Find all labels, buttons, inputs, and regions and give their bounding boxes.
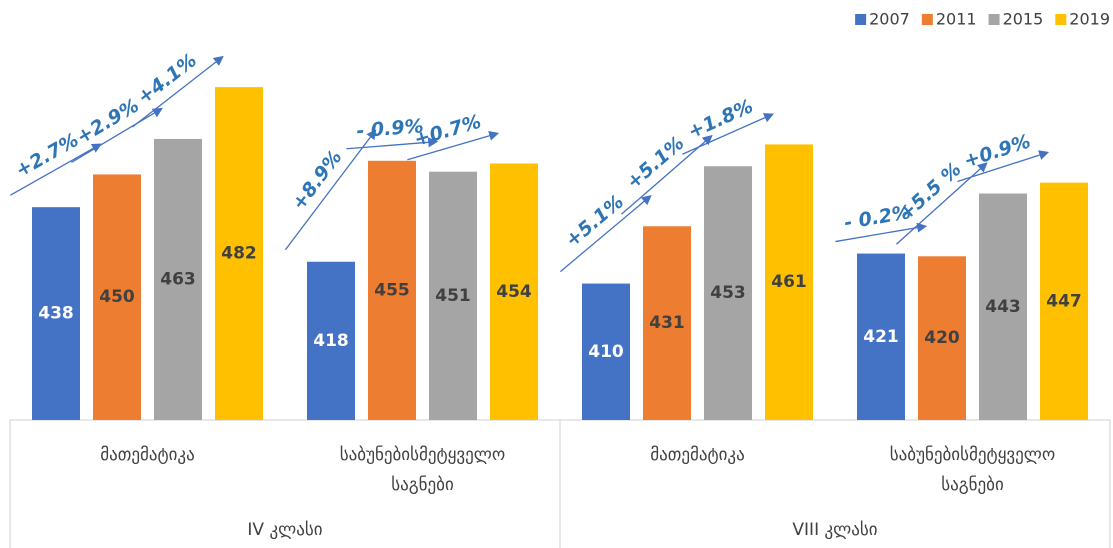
legend-swatch — [921, 14, 933, 25]
group-label: IV კლასი — [247, 520, 322, 540]
change-label: +0.9% — [961, 130, 1033, 172]
value-label: 410 — [588, 342, 624, 362]
bar — [368, 160, 416, 421]
value-label: 453 — [710, 283, 746, 303]
legend-swatch — [988, 14, 1000, 25]
change-label: +1.8% — [685, 95, 757, 143]
change-arrow — [407, 130, 500, 161]
x-tick-label: მათემატიკა — [100, 445, 195, 465]
change-arrow — [957, 150, 1050, 183]
bar — [490, 163, 538, 420]
change-arrow — [559, 194, 652, 273]
bar — [857, 253, 905, 420]
bar — [918, 256, 966, 420]
value-label: 451 — [435, 286, 471, 306]
value-label: 438 — [38, 304, 74, 324]
group-label: VIII კლასი — [792, 520, 877, 540]
bar — [704, 166, 752, 420]
bar — [765, 144, 813, 420]
bar — [582, 283, 630, 420]
value-label: 463 — [160, 269, 196, 289]
value-label: 418 — [313, 331, 349, 351]
legend-label: 2015 — [1003, 10, 1044, 29]
value-label: 455 — [374, 280, 410, 300]
bar — [307, 261, 355, 420]
value-label: 443 — [985, 297, 1021, 317]
bar — [429, 171, 477, 420]
value-label: 450 — [99, 287, 135, 307]
value-label: 482 — [221, 244, 257, 264]
bar — [32, 207, 80, 420]
x-tick-label: მათემატიკა — [650, 445, 745, 465]
bar — [154, 138, 202, 420]
value-label: 454 — [496, 282, 532, 302]
change-arrow — [346, 137, 439, 150]
bar — [215, 87, 263, 420]
legend-label: 2007 — [869, 10, 910, 29]
bar — [979, 193, 1027, 420]
bar — [643, 226, 691, 420]
value-label: 421 — [863, 327, 899, 347]
change-arrow — [10, 143, 102, 196]
bar — [93, 174, 141, 420]
legend-swatch — [855, 14, 867, 25]
change-arrow — [132, 55, 224, 128]
change-arrow — [284, 129, 377, 251]
legend-label: 2011 — [936, 10, 977, 29]
change-arrow — [682, 113, 775, 155]
value-label: 461 — [771, 272, 807, 292]
legend-swatch — [1055, 14, 1067, 25]
change-arrow — [71, 107, 163, 163]
bar — [1040, 182, 1088, 420]
value-label: 447 — [1046, 291, 1082, 311]
x-tick-label: საბუნებისმეტყველო საგნები — [340, 445, 505, 495]
legend-label: 2019 — [1069, 10, 1110, 29]
change-arrow — [620, 134, 713, 215]
value-label: 420 — [924, 328, 960, 348]
x-tick-label: საბუნებისმეტყველო საგნები — [890, 445, 1055, 495]
change-label: - 0.9% — [356, 115, 425, 142]
value-label: 431 — [649, 313, 685, 333]
change-arrow — [835, 222, 928, 243]
